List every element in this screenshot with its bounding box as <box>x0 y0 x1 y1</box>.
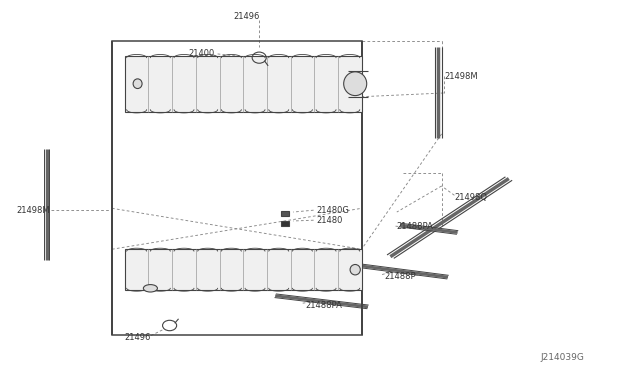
Text: 21488PA: 21488PA <box>305 301 342 310</box>
Bar <box>280 221 289 225</box>
Ellipse shape <box>133 79 142 89</box>
Bar <box>280 211 289 217</box>
Ellipse shape <box>344 72 367 96</box>
Text: 21480: 21480 <box>317 216 343 225</box>
Bar <box>125 56 362 112</box>
Text: 21498M: 21498M <box>16 206 50 215</box>
Text: 21496: 21496 <box>125 333 151 342</box>
Text: 21498M: 21498M <box>445 72 479 81</box>
Ellipse shape <box>143 285 157 292</box>
Ellipse shape <box>350 264 360 275</box>
Text: 21488P: 21488P <box>384 272 415 280</box>
Bar <box>112 41 362 335</box>
Text: 21480G: 21480G <box>317 206 349 215</box>
Bar <box>125 249 362 290</box>
Text: 21496: 21496 <box>234 12 260 21</box>
Text: 21488PA: 21488PA <box>397 222 434 231</box>
Text: J214039G: J214039G <box>541 353 585 362</box>
Text: 21400: 21400 <box>188 49 214 58</box>
Text: 21498Q: 21498Q <box>454 193 488 202</box>
